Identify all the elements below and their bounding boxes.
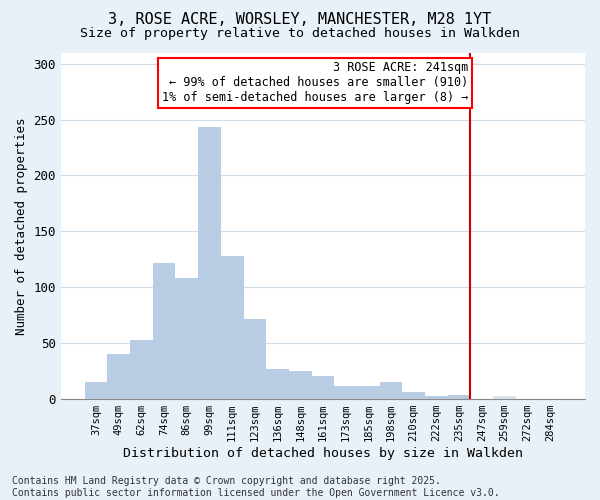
Text: 3, ROSE ACRE, WORSLEY, MANCHESTER, M28 1YT: 3, ROSE ACRE, WORSLEY, MANCHESTER, M28 1… <box>109 12 491 28</box>
Bar <box>266 369 289 399</box>
Bar <box>357 386 380 399</box>
Text: 3 ROSE ACRE: 241sqm
← 99% of detached houses are smaller (910)
1% of semi-detach: 3 ROSE ACRE: 241sqm ← 99% of detached ho… <box>162 62 468 104</box>
Bar <box>175 278 198 399</box>
X-axis label: Distribution of detached houses by size in Walkden: Distribution of detached houses by size … <box>123 447 523 460</box>
Bar <box>493 396 516 399</box>
Text: Size of property relative to detached houses in Walkden: Size of property relative to detached ho… <box>80 28 520 40</box>
Bar <box>334 386 357 399</box>
Bar <box>311 376 334 399</box>
Bar <box>289 371 311 399</box>
Bar <box>244 318 266 399</box>
Bar <box>107 354 130 399</box>
Text: Contains HM Land Registry data © Crown copyright and database right 2025.
Contai: Contains HM Land Registry data © Crown c… <box>12 476 500 498</box>
Bar <box>448 394 470 399</box>
Bar <box>221 256 244 399</box>
Bar <box>153 262 175 399</box>
Bar <box>85 382 107 399</box>
Y-axis label: Number of detached properties: Number of detached properties <box>15 117 28 334</box>
Bar <box>130 340 153 399</box>
Bar <box>403 392 425 399</box>
Bar <box>198 128 221 399</box>
Bar <box>380 382 403 399</box>
Bar <box>425 396 448 399</box>
